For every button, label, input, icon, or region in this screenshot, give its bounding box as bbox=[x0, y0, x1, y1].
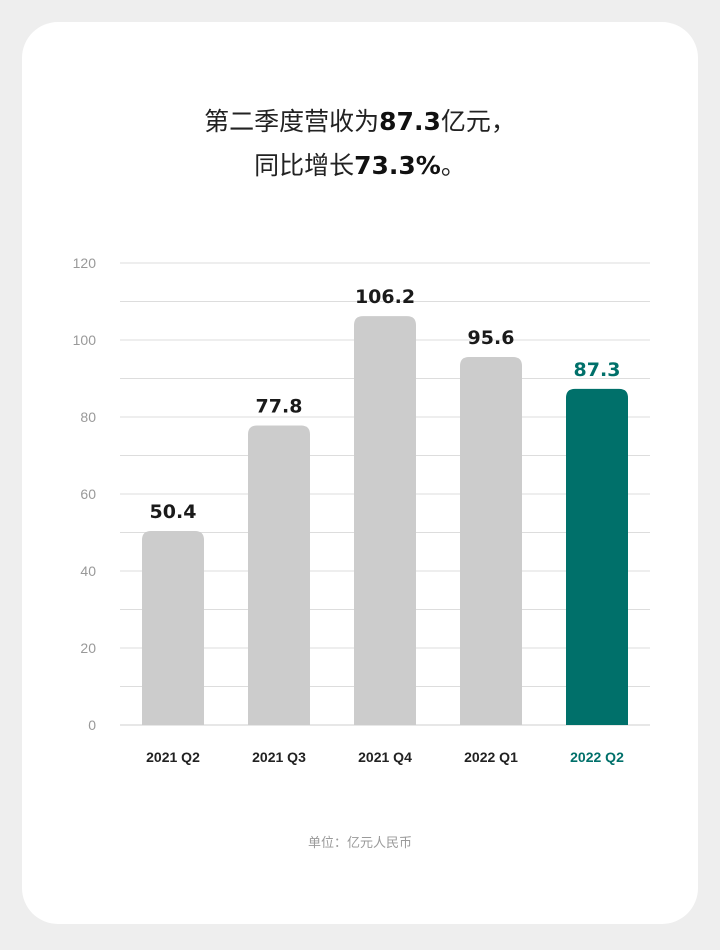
headline-line-1: 第二季度营收为87.3亿元， bbox=[22, 100, 698, 144]
bar bbox=[566, 388, 628, 725]
headline-line1-suffix: 亿元， bbox=[440, 107, 516, 136]
headline-line1-prefix: 第二季度营收为 bbox=[204, 107, 380, 136]
x-category-label: 2022 Q2 bbox=[570, 749, 624, 765]
x-category-label: 2022 Q1 bbox=[464, 749, 518, 765]
y-tick-label: 40 bbox=[80, 563, 96, 579]
bar-value-label: 77.8 bbox=[256, 395, 303, 417]
bar bbox=[354, 316, 416, 725]
headline: 第二季度营收为87.3亿元， 同比增长73.3%。 bbox=[22, 100, 698, 188]
headline-line2-prefix: 同比增长 bbox=[254, 151, 355, 180]
bar bbox=[248, 425, 310, 725]
headline-line2-value: 73.3% bbox=[354, 151, 441, 180]
x-category-label: 2021 Q4 bbox=[358, 749, 412, 765]
x-category-label: 2021 Q3 bbox=[252, 749, 306, 765]
headline-line1-value: 87.3 bbox=[379, 107, 441, 136]
chart-card: 第二季度营收为87.3亿元， 同比增长73.3%。 0 20 40 60 80 100 12… bbox=[22, 22, 698, 924]
headline-line2-suffix: 。 bbox=[440, 151, 466, 180]
y-tick-label: 120 bbox=[73, 255, 97, 271]
bar-value-label: 106.2 bbox=[355, 286, 415, 308]
bar bbox=[460, 356, 522, 725]
y-tick-label: 60 bbox=[80, 486, 96, 502]
y-tick-label: 20 bbox=[80, 640, 96, 656]
unit-note: 单位：亿元人民币 bbox=[307, 836, 412, 851]
y-tick-label: 80 bbox=[80, 409, 96, 425]
headline-line-2: 同比增长73.3%。 bbox=[22, 144, 698, 188]
y-tick-label: 0 bbox=[88, 717, 96, 733]
bar-value-label: 95.6 bbox=[468, 327, 515, 349]
bar-value-label: 50.4 bbox=[150, 501, 197, 523]
bar-value-label: 87.3 bbox=[574, 359, 621, 381]
bar bbox=[142, 530, 204, 725]
y-tick-label: 100 bbox=[73, 332, 97, 348]
x-category-label: 2021 Q2 bbox=[146, 749, 200, 765]
bar-chart: 0 20 40 60 80 100 120 50.4 2021 Q2 77.8 2021 Q3 106… bbox=[73, 255, 650, 765]
